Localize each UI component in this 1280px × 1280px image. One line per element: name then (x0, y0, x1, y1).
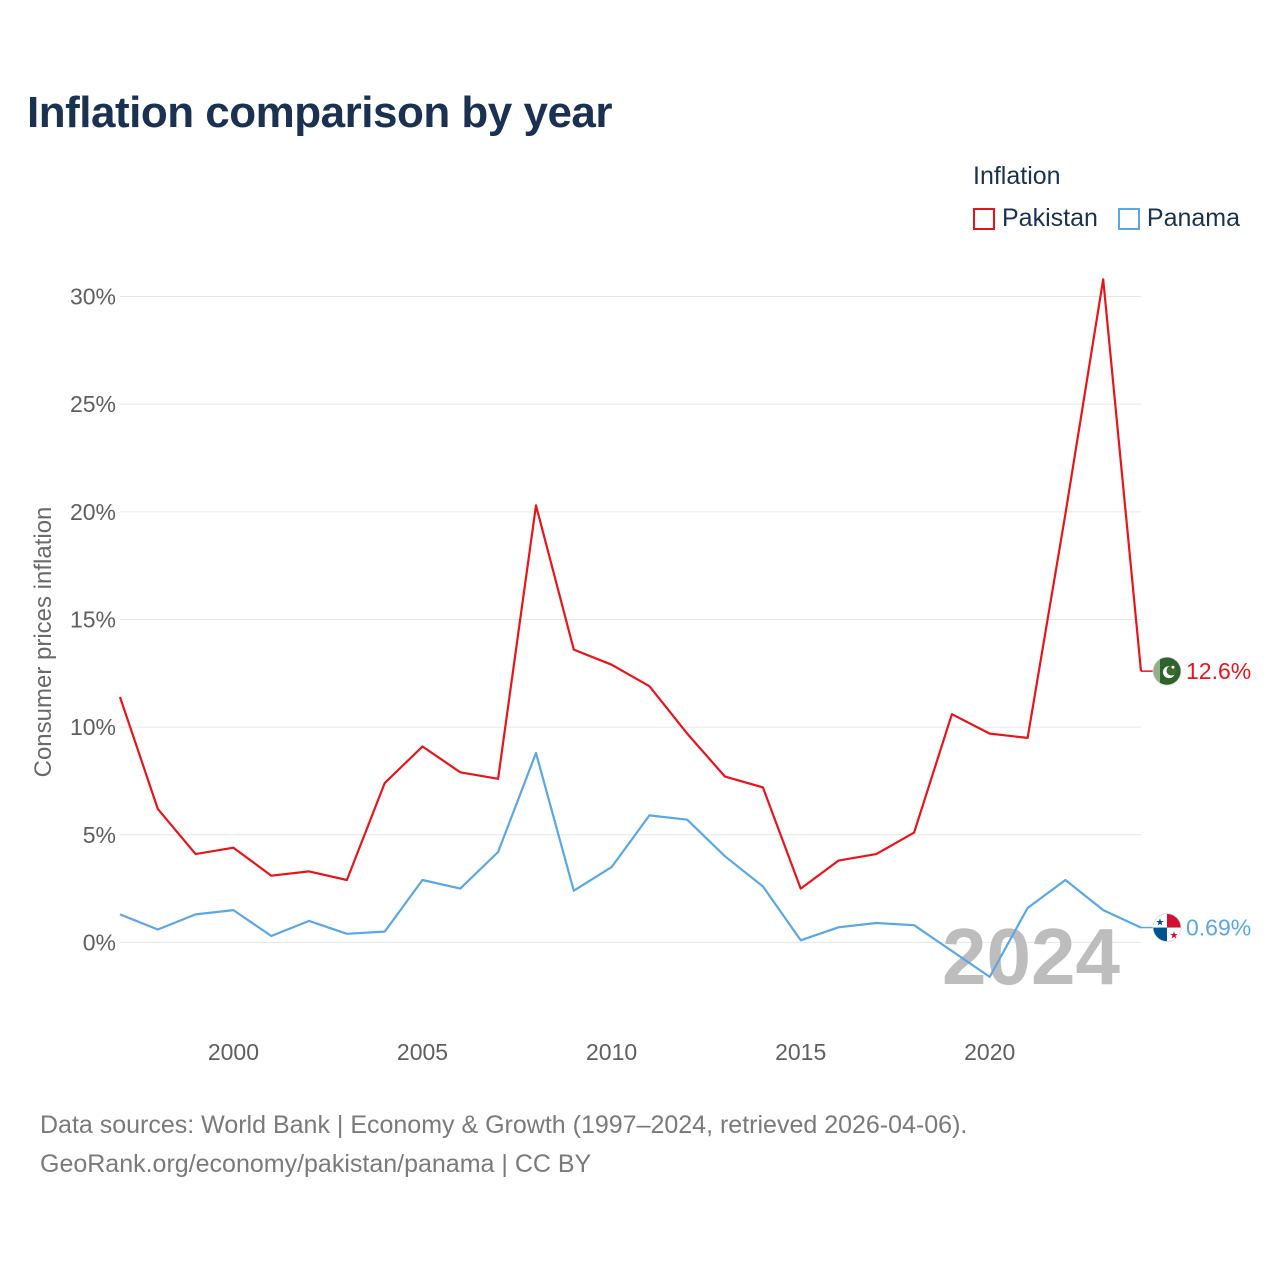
legend-swatch-panama (1117, 207, 1140, 230)
x-tick-label: 2010 (586, 1039, 637, 1065)
legend: Pakistan Panama (973, 204, 1260, 233)
series-line-panama[interactable] (119, 751, 1142, 979)
end-value-label-panama: 0.69% (1186, 915, 1251, 941)
x-tick-label: 2015 (775, 1039, 826, 1065)
y-tick-label: 15% (70, 606, 116, 632)
legend-item-panama[interactable]: Panama (1117, 204, 1241, 233)
y-tick-label: 20% (70, 499, 116, 525)
x-tick-label: 2020 (964, 1039, 1015, 1065)
grid-lines (120, 296, 1141, 943)
legend-swatch-pakistan (973, 207, 995, 230)
footer-source-line: Data sources: World Bank | Economy & Gro… (40, 1111, 968, 1139)
footer-attribution-line[interactable]: GeoRank.org/economy/pakistan/panama | CC… (40, 1150, 592, 1178)
year-watermark: 2024 (942, 912, 1120, 1001)
y-axis-ticks: 0% 5% 10% 15% 20% 25% 30% (70, 284, 116, 956)
legend-label-pakistan: Pakistan (1002, 204, 1098, 232)
y-tick-label: 0% (83, 929, 116, 955)
svg-text:★: ★ (1170, 931, 1179, 942)
chart-title: Inflation comparison by year (27, 88, 613, 137)
y-tick-label: 10% (70, 714, 116, 740)
data-source-footer: Data sources: World Bank | Economy & Gro… (40, 1106, 967, 1184)
x-tick-label: 2005 (397, 1039, 448, 1065)
y-tick-label: 30% (70, 284, 116, 310)
legend-item-pakistan[interactable]: Pakistan (973, 204, 1098, 233)
svg-text:★: ★ (1156, 918, 1165, 929)
y-tick-label: 25% (70, 391, 116, 417)
end-value-label-pakistan: 12.6% (1186, 658, 1251, 684)
line-chart: 0% 5% 10% 15% 20% 25% 30% 2000 2005 2010 2015 2020… (30, 278, 1251, 1065)
x-tick-label: 2000 (208, 1039, 259, 1065)
series-lines (118, 278, 1143, 979)
panama-flag-icon: ★★ (1152, 913, 1182, 942)
pakistan-flag-icon (1152, 656, 1182, 686)
legend-label-panama: Panama (1146, 204, 1241, 232)
series-line-pakistan[interactable] (118, 278, 1143, 890)
legend-title: Inflation (973, 162, 1061, 190)
y-axis-label: Consumer prices inflation (30, 507, 57, 778)
x-axis-ticks: 2000 2005 2010 2015 2020 (208, 1039, 1015, 1065)
series-end-markers: 12.6%★★ 0.69% (1141, 656, 1251, 942)
y-tick-label: 5% (83, 822, 116, 848)
